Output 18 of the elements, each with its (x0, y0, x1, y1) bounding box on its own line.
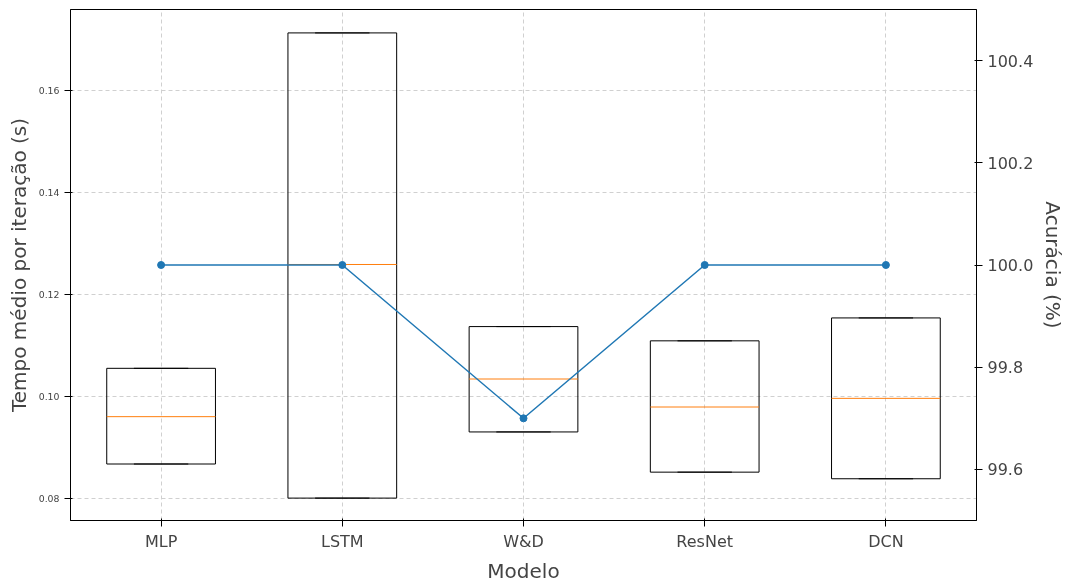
y-axis-title: Tempo médio por iteração (s) (6, 117, 31, 414)
x-tick-label: MLP (144, 531, 178, 551)
y2-tick-label: 100.2 (987, 153, 1034, 173)
y-tick-label: 0.16 (38, 85, 60, 97)
y2-tick-label: 99.6 (987, 460, 1024, 480)
x-tick-label: LSTM (320, 531, 364, 551)
x-tick-label: ResNet (676, 531, 734, 551)
y-tick-label: 0.14 (38, 187, 60, 199)
y2-tick-label: 99.8 (987, 358, 1024, 378)
y-tick-label: 0.10 (38, 390, 60, 402)
y-tick-label: 0.08 (38, 492, 60, 504)
x-axis-title: Modelo (487, 558, 560, 583)
x-tick-label: DCN (868, 531, 904, 551)
x-tick-label: W&D (503, 531, 544, 551)
y-tick-label: 0.12 (38, 289, 60, 301)
y2-tick-label: 100.4 (987, 51, 1034, 71)
y2-tick-label: 100.0 (987, 256, 1034, 275)
y2-axis-title: Acurácia (%) (1041, 201, 1066, 329)
